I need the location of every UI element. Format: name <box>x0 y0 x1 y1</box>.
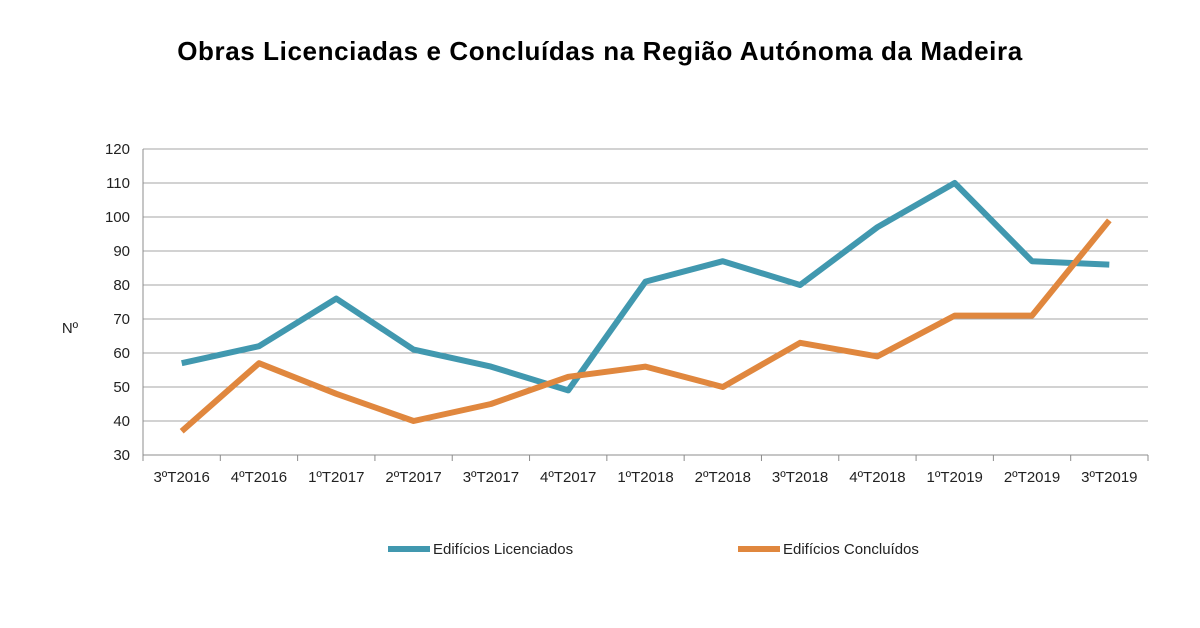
legend-label: Edifícios Licenciados <box>433 541 573 558</box>
y-tick-label: 60 <box>113 345 130 362</box>
gridlines <box>143 148 1148 422</box>
legend: Edifícios Licenciados Edifícios Concluído… <box>388 541 919 558</box>
chart-title: Obras Licenciadas e Concluídas na Região… <box>177 36 1023 66</box>
x-tick-label: 2ºT2017 <box>385 469 441 486</box>
y-tick-label: 50 <box>113 379 130 396</box>
y-tick-label: 100 <box>105 209 130 226</box>
x-tick-label: 1ºT2017 <box>308 469 364 486</box>
x-tick-label: 3ºT2019 <box>1081 469 1137 486</box>
x-tick-label: 2ºT2019 <box>1004 469 1060 486</box>
axes <box>142 149 1149 461</box>
y-tick-label: 80 <box>113 277 130 294</box>
x-tick-label: 1ºT2019 <box>927 469 983 486</box>
x-tick-label: 3ºT2017 <box>463 469 519 486</box>
series-lines <box>179 180 1112 434</box>
series-line-1 <box>181 180 1110 394</box>
legend-label: Edifícios Concluídos <box>783 541 919 558</box>
y-tick-label: 120 <box>105 141 130 158</box>
y-tick-label: 30 <box>113 447 130 464</box>
x-tick-labels: 3ºT2016 4ºT2016 1ºT2017 2ºT2017 3ºT2017 4ºT20… <box>153 469 1137 486</box>
y-tick-labels: 30 40 50 60 70 80 90 100 110 120 <box>105 141 130 464</box>
x-tick-label: 3ºT2016 <box>153 469 209 486</box>
x-tick-label: 4ºT2016 <box>231 469 287 486</box>
x-tick-label: 3ºT2018 <box>772 469 828 486</box>
x-tick-label: 2ºT2018 <box>695 469 751 486</box>
x-tick-label: 1ºT2018 <box>617 469 673 486</box>
y-tick-label: 110 <box>106 175 130 192</box>
y-tick-label: 90 <box>113 243 130 260</box>
y-tick-label: 40 <box>113 413 130 430</box>
x-tick-label: 4ºT2018 <box>849 469 905 486</box>
series-line-2 <box>179 218 1112 434</box>
y-tick-label: 70 <box>113 311 130 328</box>
y-axis-title: Nº <box>62 320 79 337</box>
x-tick-label: 4ºT2017 <box>540 469 596 486</box>
